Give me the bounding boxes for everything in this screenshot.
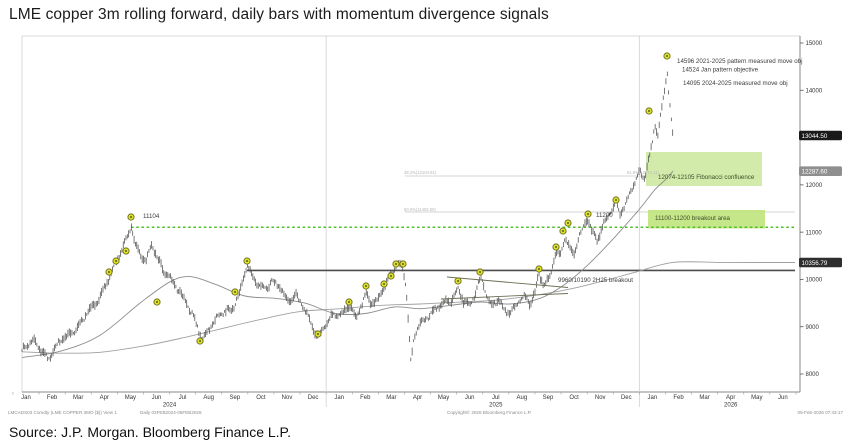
y-axis-tick-label: 14000 xyxy=(806,88,823,94)
divergence-signal-marker-dot xyxy=(125,250,127,252)
divergence-signal-marker-dot xyxy=(395,263,397,265)
pennant-trendline xyxy=(440,293,569,300)
divergence-signal-marker-dot xyxy=(402,263,404,265)
x-axis-month-label: Jul xyxy=(492,395,500,401)
x-axis-month-label: Jun xyxy=(152,395,162,401)
divergence-signal-marker-dot xyxy=(587,213,589,215)
annotation-measured-move-14095: 14095 2024-2025 measured move obj xyxy=(683,80,788,87)
fib-retracement-label-right: 61.8%(12074.11) xyxy=(627,170,659,175)
y-axis-tick-label: 15000 xyxy=(806,41,823,47)
ma-fast-tag-bg xyxy=(799,166,842,176)
x-axis-month-label: Mar xyxy=(73,395,83,401)
x-axis-month-label: Jan xyxy=(648,395,658,401)
annotation-measured-move-14596: 14596 2021-2025 pattern measured move ob… xyxy=(677,58,803,65)
last-price-tag: 13044.50 xyxy=(802,133,828,140)
x-axis-month-label: Apr xyxy=(726,395,735,401)
ma-fast-tag: 12287.60 xyxy=(802,169,828,176)
ma-slow-tag: 10356.79 xyxy=(802,260,828,267)
last-price-tag-bg xyxy=(799,130,842,141)
x-axis-month-label: Nov xyxy=(595,395,606,401)
divergence-signal-marker-dot xyxy=(108,271,110,273)
x-axis-month-label: Jan xyxy=(334,395,344,401)
pennant-trendline xyxy=(446,276,569,288)
footer-security-id: LMCADS03 Comdty (LME COPPER 3MO ($)) Vie… xyxy=(8,410,117,415)
divergence-signal-marker-dot xyxy=(555,246,557,248)
divergence-signal-marker-dot xyxy=(615,199,617,201)
divergence-signal-marker-dot xyxy=(648,110,650,112)
moving-average-fast xyxy=(21,170,674,358)
breakout-area-zone-label: 11100-11200 breakout area xyxy=(655,215,731,222)
divergence-signal-marker-dot xyxy=(390,275,392,277)
breakout-area-zone xyxy=(648,210,765,229)
x-axis-year-label: 2024 xyxy=(163,403,177,409)
x-axis-month-label: Dec xyxy=(308,395,319,401)
y-axis-tick-label: 12000 xyxy=(806,183,823,189)
divergence-signal-marker-dot xyxy=(457,280,459,282)
x-axis-month-label: Dec xyxy=(621,395,632,401)
x-axis-month-label: Mar xyxy=(386,395,396,401)
x-axis-month-label: Jan xyxy=(21,395,31,401)
footer-date-range: Daily 03FEB2024-05FEB2026 xyxy=(140,410,202,415)
chart-axis-labels-layer: 15000 14000 12000 11000 10000 9000 8000 Jan Feb M… xyxy=(12,41,823,409)
x-axis-month-label: Jun xyxy=(465,395,475,401)
divergence-signal-marker-dot xyxy=(383,283,385,285)
x-axis-month-label: Feb xyxy=(47,395,58,401)
x-axis-month-label: Mar xyxy=(699,395,709,401)
y-axis-tick-label: 8000 xyxy=(806,372,820,378)
divergence-signal-marker-dot xyxy=(317,333,319,335)
divergence-signal-marker-dot xyxy=(538,268,540,270)
divergence-signal-marker-dot xyxy=(348,301,350,303)
fib-retracement-label-50pct: 50.0%(11402.60) xyxy=(404,207,436,212)
x-axis-month-label: Sep xyxy=(229,395,240,401)
divergence-signal-marker-dot xyxy=(234,291,236,293)
x-axis-month-label: Nov xyxy=(282,395,293,401)
daily-price-bars xyxy=(21,71,674,362)
x-axis-year-label: 2026 xyxy=(724,403,738,409)
x-axis-month-label: May xyxy=(438,395,449,401)
x-axis-month-label: Oct xyxy=(256,395,266,401)
chart-annotation-layer: 14596 2021-2025 pattern measured move ob… xyxy=(8,58,843,415)
x-axis-month-label: Oct xyxy=(569,395,579,401)
page-title: LME copper 3m rolling forward, daily bar… xyxy=(9,6,549,23)
x-axis-month-label: Jul xyxy=(179,395,187,401)
annotation-jan-objective-14524: 14524 Jan pattern objective xyxy=(682,67,759,74)
x-axis-month-label: Feb xyxy=(673,395,684,401)
level-label-11104: 11104 xyxy=(143,213,160,220)
moving-average-slow xyxy=(21,261,795,354)
footer-copyright: Copyright© 2026 Bloomberg Finance L.P. xyxy=(447,409,532,415)
level-label-breakout: 9960/10190 2H25 breakout xyxy=(558,277,633,284)
x-axis-month-label: Aug xyxy=(517,395,528,401)
x-axis-month-label: May xyxy=(125,395,136,401)
x-axis-month-label: May xyxy=(751,395,762,401)
divergence-signal-marker-dot xyxy=(567,222,569,224)
divergence-signal-marker-dot xyxy=(365,285,367,287)
y-axis-tick-label: 9000 xyxy=(806,325,820,331)
x-axis-month-label: Sep xyxy=(543,395,554,401)
y-axis-tick-label: 10000 xyxy=(806,278,823,284)
fib-retracement-label-left: 38.2%(12104.91) xyxy=(404,170,437,175)
chart-geometry-layer xyxy=(21,35,801,407)
divergence-signal-marker-dot xyxy=(666,55,668,57)
x-axis-month-label: Apr xyxy=(100,395,109,401)
divergence-signal-marker-dot xyxy=(130,216,132,218)
y-axis-tick-label: 11000 xyxy=(806,230,823,236)
divergence-signal-marker-dot xyxy=(246,260,248,262)
divergence-signal-marker-dot xyxy=(562,230,564,232)
x-axis-month-label: Jun xyxy=(778,395,788,401)
ma-slow-tag-bg xyxy=(799,257,842,268)
x-axis-month-label: Feb xyxy=(360,395,371,401)
x-axis-year-label: 2025 xyxy=(489,403,503,409)
divergence-signal-marker-dot xyxy=(115,260,117,262)
x-axis-month-label: Apr xyxy=(413,395,422,401)
source-line: Source: J.P. Morgan. Bloomberg Finance L… xyxy=(9,424,291,440)
footer-timestamp: 05-Feb-2026 07:43:17 xyxy=(798,410,844,415)
divergence-signal-marker-dot xyxy=(479,271,481,273)
fib-confluence-zone-label: 12074-12105 Fibonacci confluence xyxy=(658,174,755,181)
divergence-signal-marker-dot xyxy=(156,301,158,303)
x-axis-month-label: Aug xyxy=(203,395,214,401)
level-label-11200: 11200 xyxy=(596,212,613,219)
divergence-signal-marker-dot xyxy=(199,340,201,342)
